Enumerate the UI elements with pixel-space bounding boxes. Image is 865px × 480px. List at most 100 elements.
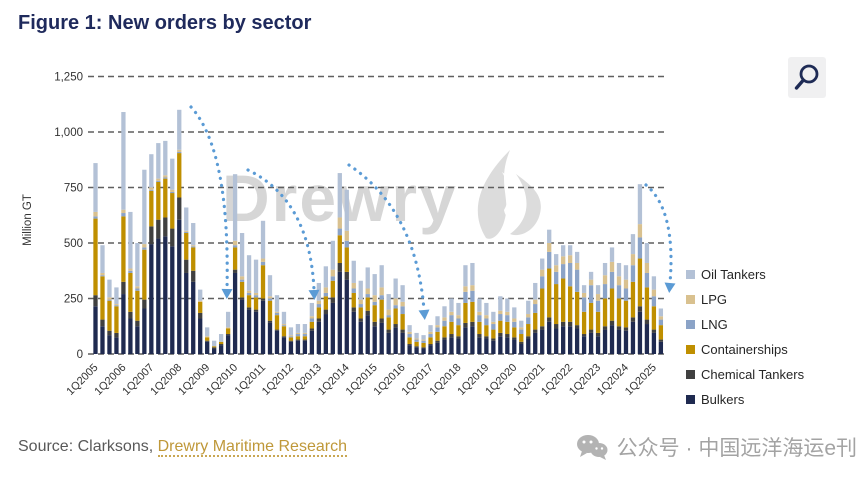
bar-segment — [644, 243, 650, 263]
bar-segment — [379, 265, 384, 288]
legend-swatch — [686, 270, 695, 279]
bar-segment — [477, 311, 482, 316]
bar-segment — [218, 345, 224, 354]
bar-segment — [393, 278, 398, 299]
bar-segment — [616, 262, 622, 277]
bar-segment — [191, 281, 196, 354]
bar-segment — [623, 327, 629, 331]
bar-segment — [288, 335, 294, 337]
source-link[interactable]: Drewry Maritime Research — [157, 438, 347, 457]
bar-segment — [547, 243, 552, 252]
bar-segment — [407, 334, 412, 338]
bar-segment — [491, 340, 496, 354]
bar-segment — [302, 339, 308, 341]
bar-segment — [526, 314, 531, 318]
bar-segment — [100, 319, 105, 327]
flame-icon — [477, 150, 541, 239]
y-tick-label: 500 — [64, 238, 83, 250]
bar-segment — [428, 325, 433, 332]
bar-segment — [135, 326, 140, 354]
bar-segment — [526, 317, 531, 325]
bar-segment — [498, 320, 503, 333]
bar-segment — [163, 178, 168, 218]
trend-arrow — [644, 183, 673, 285]
bar-segment — [540, 288, 545, 327]
bar-segment — [393, 327, 398, 354]
source-line: Source: Clarksons, Drewry Maritime Resea… — [18, 438, 347, 457]
bar-segment — [337, 235, 342, 263]
bar-segment — [463, 286, 468, 292]
bar-segment — [344, 271, 349, 280]
zoom-button[interactable] — [788, 57, 826, 98]
bar-segment — [421, 348, 426, 354]
bar-segment — [330, 280, 335, 298]
bar-segment — [177, 219, 182, 354]
bar-segment — [239, 279, 245, 282]
bar-segment — [609, 261, 615, 272]
legend-swatch — [686, 345, 695, 354]
y-tick-label: 1,000 — [54, 127, 83, 139]
bar-segment — [191, 246, 196, 248]
bar-segment — [435, 327, 440, 332]
legend-swatch — [686, 395, 695, 404]
bar-segment — [526, 336, 531, 339]
bar-segment — [491, 324, 496, 330]
bar-segment — [281, 326, 287, 337]
bar-segment — [581, 297, 587, 312]
bar-segment — [574, 328, 580, 354]
bar-segment — [191, 223, 196, 246]
legend-item: LPG — [686, 287, 804, 312]
y-tick-label: 0 — [77, 349, 83, 361]
bar-segment — [205, 327, 210, 337]
bar-segment — [477, 334, 482, 338]
legend-label: Chemical Tankers — [701, 367, 805, 382]
bar-segment — [484, 302, 489, 316]
bar-segment — [225, 311, 231, 328]
bar-segment — [274, 295, 280, 312]
bar-segment — [623, 330, 629, 354]
bar-segment — [128, 268, 133, 271]
source-text: Source: Clarksons, — [18, 438, 158, 455]
bar-segment — [512, 307, 517, 319]
bar-segment — [121, 112, 126, 210]
bar-segment — [567, 245, 573, 256]
bar-segment — [184, 207, 189, 231]
bar-segment — [218, 344, 224, 346]
bar-segment — [344, 247, 349, 272]
bar-segment — [623, 279, 629, 289]
bar-segment — [246, 307, 252, 310]
bar-segment — [198, 312, 203, 319]
bar-segment — [288, 340, 294, 342]
bar-segment — [316, 282, 322, 301]
bar-segment — [93, 218, 98, 296]
legend-label: Oil Tankers — [701, 267, 766, 282]
bar-segment — [128, 318, 133, 354]
bar-segment — [344, 189, 349, 231]
bar-segment — [512, 321, 517, 328]
bar-segment — [365, 294, 370, 298]
bar-segment — [135, 290, 140, 321]
bar-segment — [540, 329, 545, 354]
bar-segment — [616, 298, 622, 327]
bar-segment — [470, 321, 475, 327]
bar-segment — [260, 261, 266, 266]
bar-segment — [205, 340, 210, 342]
chart-plot: 02505007501,0001,2501Q20051Q20061Q20071Q… — [54, 72, 676, 398]
bar-segment — [463, 291, 468, 303]
bar-segment — [135, 288, 140, 291]
bar-segment — [442, 326, 447, 338]
bar-segment — [574, 262, 580, 270]
bar-segment — [323, 296, 328, 310]
bar-segment — [379, 299, 384, 319]
bar-segment — [163, 177, 168, 179]
bar-segment — [358, 299, 363, 305]
bar-segment — [379, 318, 384, 323]
bar-segment — [581, 285, 587, 293]
bar-segment — [156, 219, 161, 239]
bar-segment — [449, 298, 454, 312]
bar-segment — [595, 294, 601, 301]
bar-segment — [456, 302, 461, 316]
bar-segment — [365, 297, 370, 311]
bar-segment — [191, 247, 196, 271]
bar-segment — [602, 326, 608, 330]
